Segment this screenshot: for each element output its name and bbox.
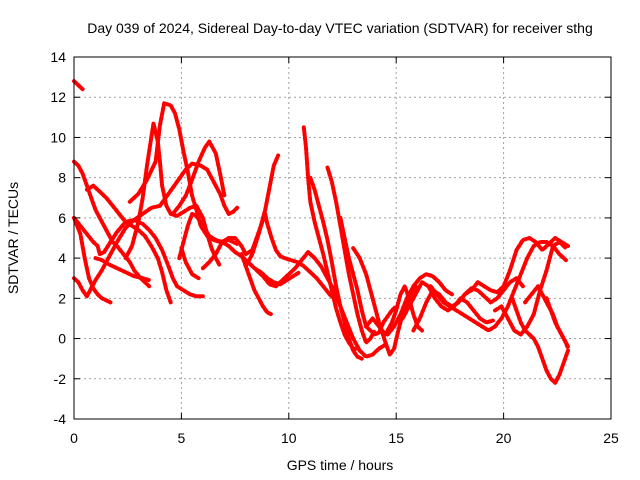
series-line-sat-29 bbox=[510, 296, 570, 385]
y-tick-label: 8 bbox=[58, 170, 66, 186]
y-tick-label: 14 bbox=[50, 49, 66, 65]
axis-ticks: 0 5 10 15 20 25 -4 -2 0 2 4 6 8 10 12 14 bbox=[50, 49, 619, 446]
series-line-sat-24 bbox=[400, 280, 495, 325]
series-line-sat-02 bbox=[72, 159, 152, 289]
series-line-sat-01 bbox=[72, 79, 85, 92]
series-line-sat-18 bbox=[308, 175, 364, 361]
x-tick-label: 5 bbox=[178, 430, 186, 446]
plot-frame bbox=[73, 56, 612, 420]
series-line-sat-11 bbox=[177, 211, 302, 287]
series-line-sat-28 bbox=[493, 240, 568, 337]
y-tick-label: 0 bbox=[58, 331, 66, 347]
x-tick-label: 15 bbox=[388, 430, 404, 446]
x-tick-label: 25 bbox=[603, 430, 619, 446]
series-line-sat-27 bbox=[462, 236, 570, 297]
x-axis-label: GPS time / hours bbox=[287, 457, 394, 473]
series-line-sat-14 bbox=[239, 252, 274, 317]
x-tick-label: 0 bbox=[70, 430, 78, 446]
y-tick-label: 12 bbox=[50, 89, 66, 105]
y-tick-label: -4 bbox=[54, 411, 67, 427]
x-tick-label: 10 bbox=[281, 430, 297, 446]
series-line-sat-31 bbox=[544, 296, 570, 349]
series-line-sat-17 bbox=[301, 125, 360, 351]
grid bbox=[74, 57, 611, 419]
series-line-sat-06 bbox=[84, 183, 173, 305]
series-line-sat-26 bbox=[428, 240, 568, 333]
series-line-sat-19 bbox=[325, 165, 377, 345]
series-line-sat-04 bbox=[72, 161, 240, 299]
y-tick-label: 10 bbox=[50, 129, 66, 145]
series-line-sat-20 bbox=[338, 215, 399, 337]
y-tick-label: 2 bbox=[58, 290, 66, 306]
series-line-sat-15 bbox=[243, 153, 281, 269]
series-line-sat-07 bbox=[93, 256, 152, 283]
y-tick-label: 6 bbox=[58, 210, 66, 226]
y-axis-label: SDTVAR / TECUs bbox=[5, 182, 21, 294]
series-group bbox=[72, 79, 570, 385]
y-tick-label: -2 bbox=[54, 371, 67, 387]
y-tick-label: 4 bbox=[58, 250, 66, 266]
chart-title: Day 039 of 2024, Sidereal Day-to-day VTE… bbox=[87, 20, 593, 36]
series-line-sat-22 bbox=[364, 284, 424, 337]
series-line-sat-23 bbox=[385, 272, 454, 337]
x-tick-label: 20 bbox=[496, 430, 512, 446]
series-line-sat-10 bbox=[170, 139, 227, 216]
series-line-sat-16 bbox=[254, 250, 388, 359]
series-line-sat-12 bbox=[179, 246, 201, 281]
series-line-sat-13 bbox=[200, 211, 339, 303]
